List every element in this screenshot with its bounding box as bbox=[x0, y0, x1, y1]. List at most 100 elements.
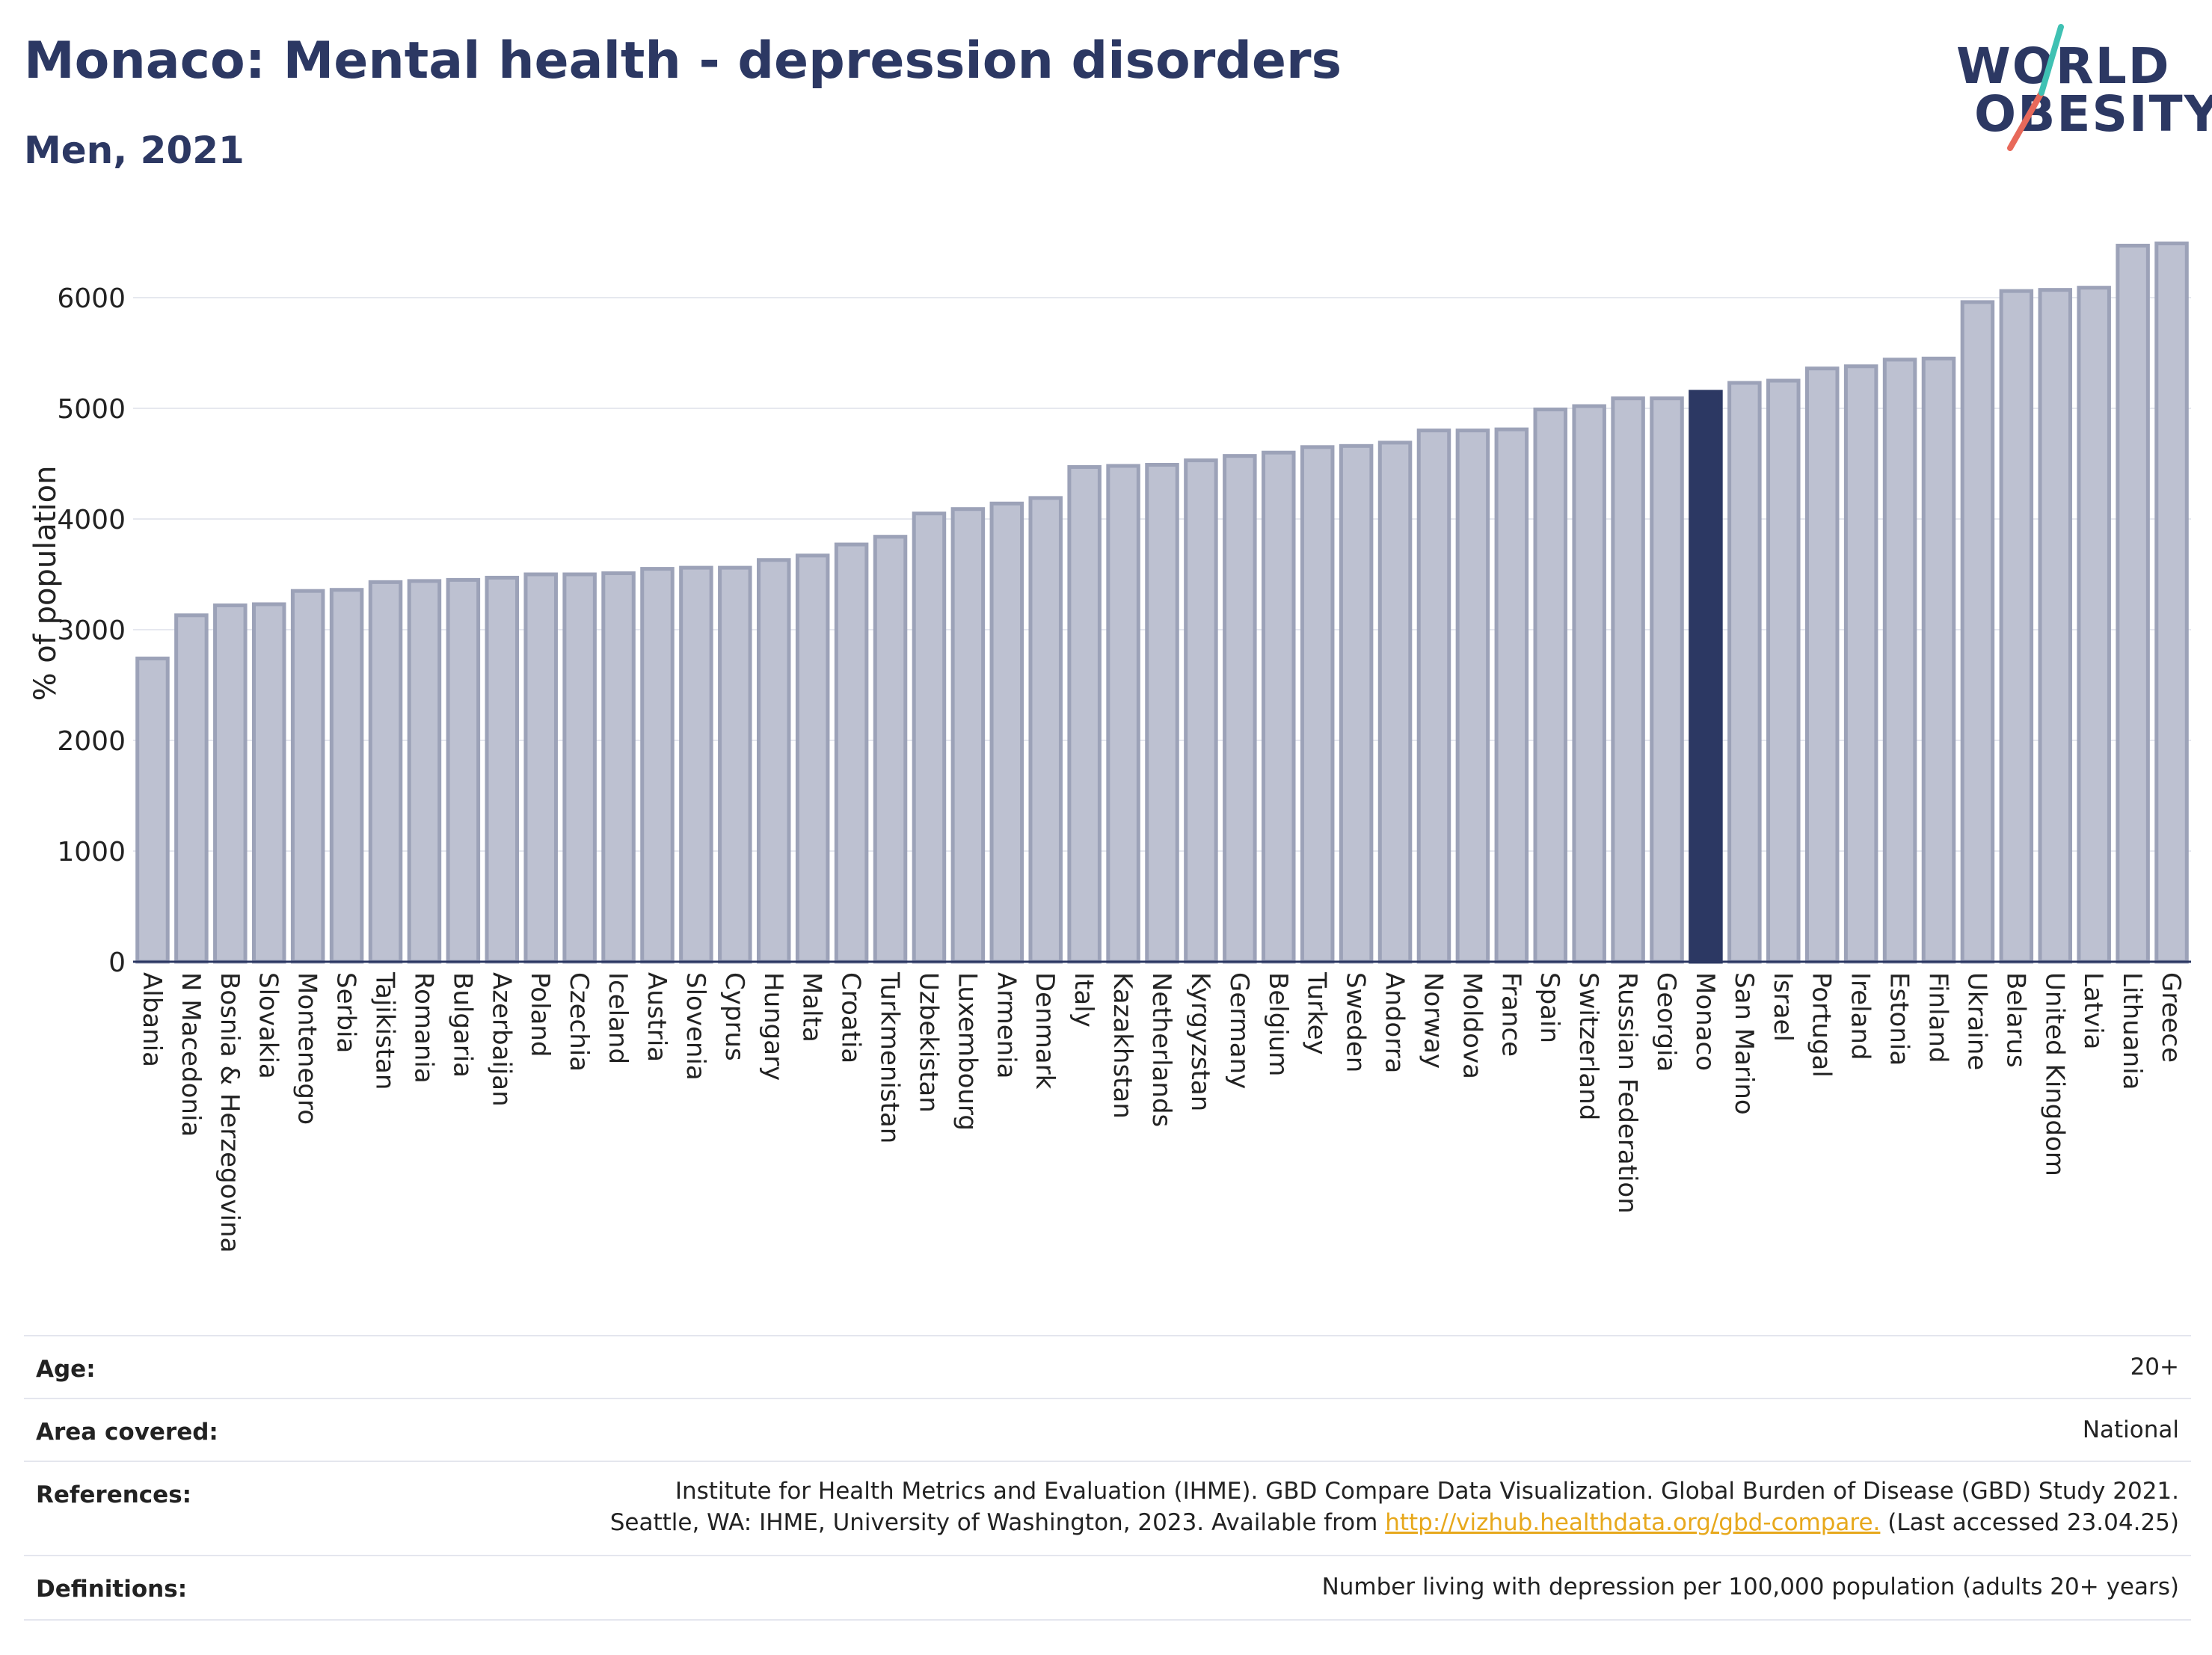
x-tick-label: Croatia bbox=[836, 972, 866, 1063]
bar-ukraine bbox=[1960, 300, 1995, 964]
x-tick-label: France bbox=[1496, 972, 1526, 1057]
bar-chart: 0 1000 2000 3000 4000 5000 6000 Albania N Macedo… bbox=[28, 241, 2191, 1253]
page-subtitle: Men, 2021 bbox=[24, 129, 245, 172]
x-tick-label: Poland bbox=[525, 972, 555, 1057]
x-tick-label: Albania bbox=[137, 972, 167, 1067]
x-tick-label: Uzbekistan bbox=[913, 972, 943, 1113]
references-line-2-text: Seattle, WA: IHME, University of Washing… bbox=[609, 1509, 1386, 1536]
meta-row-area: Area covered: National bbox=[24, 1398, 2191, 1462]
bar-latvia bbox=[2077, 286, 2111, 964]
age-label: Age: bbox=[36, 1356, 96, 1383]
meta-row-age: Age: 20+ bbox=[24, 1335, 2191, 1399]
x-tick-label: Lithuania bbox=[2117, 972, 2147, 1090]
x-tick-label: Cyprus bbox=[719, 972, 749, 1061]
x-tick-label: Georgia bbox=[1651, 972, 1681, 1072]
references-line-2-suffix: (Last accessed 23.04.25) bbox=[1880, 1509, 2179, 1536]
x-tick-label: Bosnia & Herzegovina bbox=[215, 972, 245, 1253]
bar-n-macedonia bbox=[174, 613, 209, 964]
x-tick-label: Kyrgyzstan bbox=[1185, 972, 1215, 1111]
bar-malta bbox=[795, 553, 830, 964]
x-tick-label: Italy bbox=[1069, 972, 1099, 1028]
bar-bulgaria bbox=[446, 577, 481, 964]
bar-czechia bbox=[562, 572, 597, 964]
y-tick-label: 4000 bbox=[57, 505, 126, 535]
x-tick-label: Azerbaijan bbox=[486, 972, 516, 1107]
bar-georgia bbox=[1650, 396, 1684, 964]
bar-estonia bbox=[1882, 357, 1917, 964]
age-value: 20+ bbox=[2130, 1354, 2179, 1381]
x-tick-label: Norway bbox=[1418, 972, 1448, 1069]
x-tick-label: Czechia bbox=[564, 972, 594, 1072]
logo-line-2: OBESITY bbox=[1974, 85, 2212, 143]
bar-monaco bbox=[1689, 390, 1723, 964]
x-tick-label: Hungary bbox=[758, 972, 788, 1081]
axes: 0 1000 2000 3000 4000 5000 6000 Albania N Macedo… bbox=[57, 283, 2191, 1253]
bar-germany bbox=[1223, 454, 1257, 964]
meta-row-references: References: Institute for Health Metrics… bbox=[24, 1461, 2191, 1556]
bar-greece bbox=[2154, 241, 2189, 964]
bar-bosnia-herzegovina bbox=[213, 603, 248, 964]
bar-netherlands bbox=[1145, 462, 1179, 964]
bar-slovenia bbox=[679, 565, 713, 964]
x-tick-label: Russian Federation bbox=[1612, 972, 1642, 1214]
bar-tajikistan bbox=[368, 580, 403, 964]
bar-spain bbox=[1533, 407, 1567, 964]
y-tick-label: 3000 bbox=[57, 615, 126, 646]
bar-denmark bbox=[1028, 496, 1063, 964]
bars bbox=[135, 241, 2189, 964]
bar-kyrgyzstan bbox=[1184, 458, 1218, 964]
x-tick-label: Iceland bbox=[603, 972, 633, 1064]
bar-moldova bbox=[1455, 429, 1490, 964]
bar-norway bbox=[1416, 429, 1451, 964]
bar-san-marino bbox=[1727, 381, 1762, 964]
x-tick-label: Montenegro bbox=[292, 972, 322, 1125]
y-tick-label: 0 bbox=[108, 948, 126, 978]
x-tick-label: Armenia bbox=[991, 972, 1021, 1079]
x-tick-label: Sweden bbox=[1341, 972, 1371, 1072]
x-tick-label: Switzerland bbox=[1573, 972, 1603, 1120]
x-tick-label: Spain bbox=[1534, 972, 1564, 1043]
bar-montenegro bbox=[290, 589, 325, 964]
page-title: Monaco: Mental health - depression disor… bbox=[24, 31, 1342, 90]
bar-italy bbox=[1067, 464, 1102, 964]
x-tick-label: Estonia bbox=[1884, 972, 1914, 1066]
x-tick-label: Bulgaria bbox=[447, 972, 477, 1078]
logo-slash-icon bbox=[2007, 24, 2064, 151]
x-tick-label: Belarus bbox=[2000, 972, 2030, 1068]
x-tick-label: Germany bbox=[1224, 972, 1254, 1089]
bar-kazakhstan bbox=[1106, 464, 1140, 964]
x-tick-label: Portugal bbox=[1807, 972, 1837, 1078]
logo-line-1: WORLD bbox=[1956, 37, 2171, 95]
x-tick-label: Slovenia bbox=[681, 972, 710, 1081]
references-label: References: bbox=[36, 1481, 192, 1508]
bar-andorra bbox=[1377, 440, 1413, 964]
x-tick-label: Finland bbox=[1923, 972, 1953, 1063]
bar-portugal bbox=[1804, 366, 1840, 964]
x-tick-label: San Marino bbox=[1729, 972, 1759, 1115]
x-tick-label: Moldova bbox=[1457, 972, 1487, 1079]
bar-armenia bbox=[989, 501, 1024, 964]
references-link[interactable]: http://vizhub.healthdata.org/gbd-compare… bbox=[1385, 1509, 1881, 1536]
meta-row-definitions: Definitions: Number living with depressi… bbox=[24, 1555, 2191, 1621]
x-tick-label: Monaco bbox=[1690, 972, 1720, 1071]
bar-cyprus bbox=[718, 565, 752, 964]
x-tick-label: Latvia bbox=[2078, 972, 2108, 1050]
x-tick-label: Ireland bbox=[1846, 972, 1875, 1060]
y-tick-label: 6000 bbox=[57, 283, 126, 314]
area-value: National bbox=[2082, 1416, 2179, 1443]
bar-switzerland bbox=[1572, 404, 1606, 964]
x-tick-label: Denmark bbox=[1030, 972, 1060, 1090]
x-tick-label: Serbia bbox=[331, 972, 361, 1053]
bar-serbia bbox=[329, 588, 364, 964]
x-tick-label: Greece bbox=[2156, 972, 2186, 1063]
bar-turkmenistan bbox=[873, 535, 908, 964]
y-tick-label: 5000 bbox=[57, 394, 126, 425]
x-tick-label: United Kingdom bbox=[2039, 972, 2069, 1176]
x-tick-label: Israel bbox=[1768, 972, 1798, 1042]
x-tick-label: Austria bbox=[642, 972, 672, 1062]
x-tick-label: N Macedonia bbox=[176, 972, 206, 1137]
y-tick-label: 1000 bbox=[57, 837, 126, 868]
bar-united-kingdom bbox=[2038, 288, 2073, 964]
bar-turkey bbox=[1300, 445, 1335, 964]
area-label: Area covered: bbox=[36, 1419, 218, 1446]
